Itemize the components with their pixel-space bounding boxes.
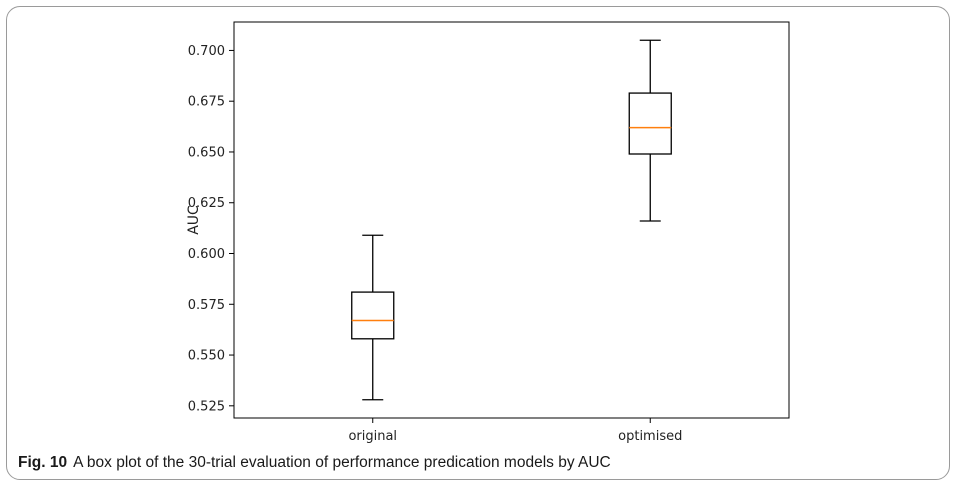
figure-caption: Fig. 10 A box plot of the 30-trial evalua…	[18, 454, 938, 472]
box-original	[351, 234, 395, 401]
box-optimised	[628, 39, 672, 222]
figure-caption-text: A box plot of the 30-trial evaluation of…	[73, 454, 611, 471]
interquartile-box	[351, 291, 395, 340]
y-tick-label: 0.575	[188, 298, 225, 313]
y-tick-label: 0.600	[188, 247, 225, 262]
y-axis-ticks: 0.525 0.550 0.575 0.600 0.625 0.650 0.675 0.700	[188, 44, 234, 414]
y-tick-label: 0.625	[188, 196, 225, 211]
box-series	[351, 39, 672, 401]
figure-frame	[6, 6, 950, 480]
y-axis-label: AUC	[186, 205, 202, 235]
y-tick-label: 0.525	[188, 399, 225, 414]
y-tick-label: 0.650	[188, 145, 225, 160]
plot-area-frame	[233, 21, 790, 419]
x-tick-label-optimised: optimised	[618, 429, 682, 444]
interquartile-box	[628, 92, 672, 155]
y-tick-label: 0.700	[188, 44, 225, 59]
y-tick-label: 0.550	[188, 349, 225, 364]
figure-caption-label: Fig. 10	[18, 454, 68, 471]
x-axis-ticks: original optimised	[348, 418, 682, 444]
x-tick-label-original: original	[348, 429, 397, 444]
y-tick-label: 0.675	[188, 95, 225, 110]
